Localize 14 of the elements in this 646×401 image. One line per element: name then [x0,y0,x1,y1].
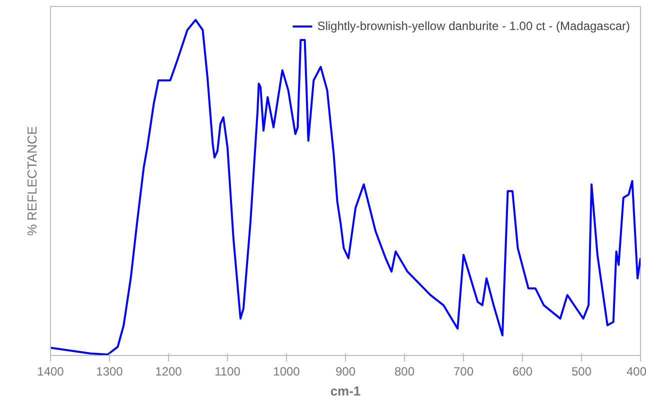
x-tick-label: 600 [512,364,533,378]
x-tick-label: 900 [335,364,356,378]
x-tick-label: 800 [394,364,415,378]
x-tick-label: 700 [453,364,474,378]
x-axis-title: cm-1 [330,384,361,398]
x-tick-label: 1400 [37,364,64,378]
x-tick-label: 500 [571,364,592,378]
x-tick-label: 1200 [155,364,182,378]
x-tick-label: 1100 [214,364,241,378]
y-axis-title: % REFLECTANCE [24,126,40,236]
x-tick-label: 400 [626,364,646,378]
x-tick-label: 1000 [273,364,300,378]
x-tick-label: 1300 [96,364,124,378]
legend-label: Slightly-brownish-yellow danburite - 1.00 ct - (Madagascar) [317,19,630,33]
